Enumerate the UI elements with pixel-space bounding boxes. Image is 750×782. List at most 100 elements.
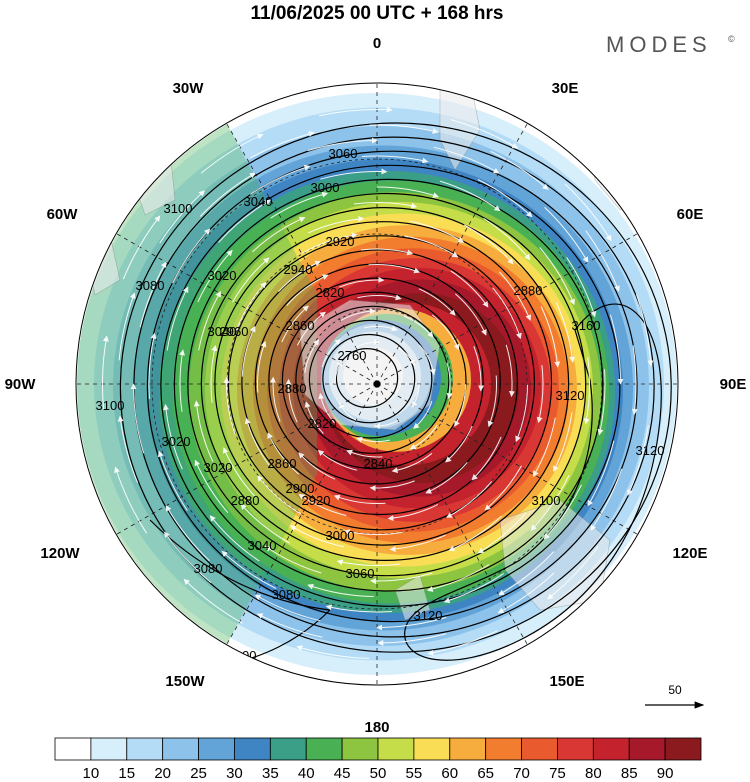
wind-streamline [543,484,582,540]
contour-label-text: 3020 [162,434,191,449]
contour-label: 2920 [302,493,331,508]
contour-label-text: 3040 [244,194,273,209]
contour-label-text: 3120 [556,388,585,403]
wind-streamline [114,466,148,534]
wind-streamline [232,257,270,303]
contour-label-text: 2760 [338,348,367,363]
wind-streamline [356,436,390,443]
colorbar-tick-label: 90 [657,765,674,782]
contour-label: 3080 [136,278,165,293]
wind-streamline [635,294,654,367]
wind-streamline [256,340,267,393]
wind-streamline [285,378,298,423]
wind-streamline [148,332,157,399]
wind-streamline [296,645,370,659]
meridian-line [226,123,378,385]
colorbar-swatch [126,737,164,761]
wind-streamline [369,124,439,134]
wind-streamline [179,349,186,412]
height-contour [187,192,587,577]
wind-streamline [540,306,561,368]
wind-streamline [597,369,606,436]
contour-label: 2960 [220,324,249,339]
wind-streamline [426,564,490,593]
wind-streamline [536,365,544,424]
contour-label-text: 2900 [286,481,315,496]
contour-label: 3120 [414,608,443,623]
wind-streamline [446,362,453,400]
colorbar-tick-label: 10 [83,765,100,782]
wind-streamline [566,257,597,318]
contour-label: 2940 [284,262,313,277]
wind-streamline [250,164,311,195]
wind-streamline [223,376,236,435]
colorbar-tick-label: 65 [477,765,494,782]
contour-label-text: 3120 [414,608,443,623]
colorbar-tick-label: 20 [154,765,171,782]
wind-streamline [325,604,392,613]
lon-label-60e: 60E [677,206,704,223]
brand-copyright-mark: © [728,34,735,44]
colorbar-swatch [198,737,235,761]
wind-streamline [163,403,183,470]
contour-label-text: 2860 [286,318,315,333]
height-contour [241,249,518,516]
lon-label-90w: 90W [5,376,37,393]
wind-streamline [296,311,327,346]
wind-streamline [360,248,414,256]
wind-streamline [340,308,376,322]
wind-streamline [197,249,233,303]
lon-label-120w: 120W [40,545,80,562]
wind-streamline [307,137,378,152]
colorbar [54,737,702,761]
wind-streamline [193,400,214,462]
contour-label: 2880 [231,493,260,508]
wind-streamline [320,168,388,180]
wind-streamline [492,287,522,340]
wind-streamline [583,356,590,425]
wind-streamline [157,450,188,511]
meridian-line [376,383,528,645]
contour-label: 2760 [338,348,367,363]
wind-streamline [321,339,341,368]
wind-streamline [585,230,620,292]
contour-label-text: 3060 [329,146,358,161]
contour-label: 2820 [308,416,337,431]
lon-label-0: 0 [373,35,381,52]
wind-streamline [487,375,498,428]
wind-streamline [364,325,398,332]
contour-labels: 3060 3000 3040 2920 3100 2940 3080 3020 2820 2960… [96,146,665,663]
contour-label-text: 2820 [316,285,345,300]
wind-streamline [450,119,519,149]
land-outline [439,83,481,171]
wind-streamline [289,525,345,548]
wind-streamline [346,449,383,458]
wind-streamline [302,232,358,254]
contour-label: 3040 [208,324,237,339]
wind-streamline [333,494,386,505]
contour-label: 2820 [316,285,345,300]
wind-streamline [369,480,415,492]
wind-streamline [409,220,465,243]
wind-streamline [235,281,267,332]
wind-streamline [257,475,302,515]
colorbar-swatch [54,737,92,761]
wind-streamline [450,270,489,308]
contour-label: 3120 [636,443,665,458]
wind-streamline [539,247,575,306]
wind-streamline [355,338,381,349]
wind-streamline [463,224,514,265]
contour-label-text: 3000 [326,528,355,543]
wind-streamline [244,417,270,466]
contour-label: 3040 [248,538,277,553]
wind-streamline [166,286,189,351]
lon-label-60w: 60W [47,206,79,223]
colorbar-swatch [305,737,343,761]
contour-label-text: 2880 [231,493,260,508]
contour-label-text: 3100 [228,648,257,663]
wind-streamline [318,106,393,117]
colorbar-tick-label: 25 [190,765,207,782]
wind-streamline [553,412,573,472]
height-contour [173,178,604,592]
